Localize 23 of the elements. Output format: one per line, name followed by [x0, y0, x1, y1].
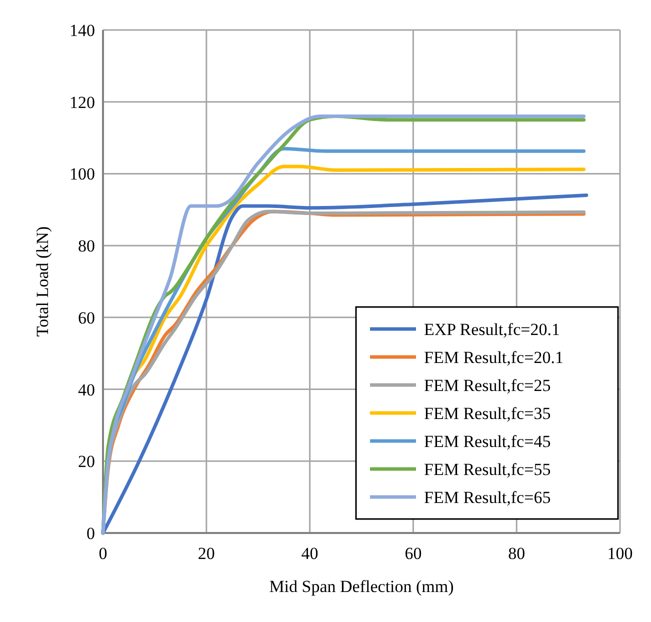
x-axis-title: Mid Span Deflection (mm)	[269, 577, 454, 596]
legend-label: FEM Result,fc=20.1	[424, 348, 564, 367]
y-tick-label: 40	[78, 380, 95, 400]
y-axis-title: Total Load (kN)	[33, 226, 52, 337]
legend-label: FEM Result,fc=55	[424, 460, 551, 479]
legend-label: FEM Result,fc=65	[424, 488, 551, 507]
x-tick-label: 20	[198, 544, 215, 563]
legend-label: FEM Result,fc=25	[424, 376, 551, 395]
x-tick-label: 0	[98, 544, 108, 563]
y-tick-label: 0	[86, 524, 95, 543]
legend-label: FEM Result,fc=35	[424, 404, 551, 423]
x-tick-label: 80	[508, 544, 526, 563]
y-tick-label: 60	[78, 308, 95, 328]
legend-label: EXP Result,fc=20.1	[424, 320, 560, 339]
x-tick-label: 100	[607, 544, 633, 563]
y-tick-label: 20	[78, 452, 95, 472]
x-tick-label: 60	[404, 544, 422, 563]
y-tick-label: 100	[70, 164, 95, 184]
x-tick-label: 40	[301, 544, 318, 563]
y-tick-label: 140	[70, 21, 95, 40]
y-tick-label: 80	[78, 236, 95, 256]
y-tick-label: 120	[70, 92, 95, 112]
legend-label: FEM Result,fc=45	[424, 432, 551, 451]
